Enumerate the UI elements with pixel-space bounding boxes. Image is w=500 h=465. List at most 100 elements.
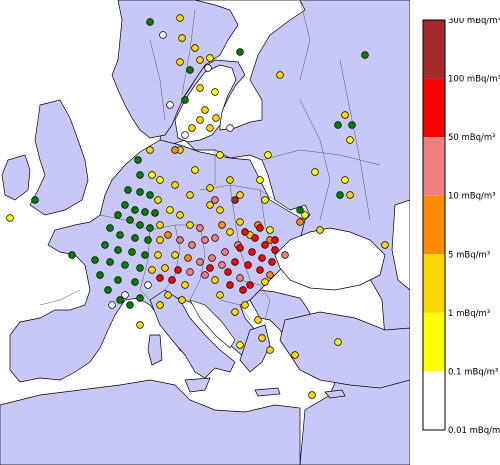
station-marker (181, 96, 189, 104)
station-marker (184, 254, 192, 262)
station-marker (161, 264, 169, 272)
station-marker (174, 266, 182, 274)
station-marker (281, 251, 289, 259)
station-marker (212, 114, 220, 122)
caspian-sea (391, 199, 410, 291)
legend-box (423, 20, 445, 79)
station-marker (106, 224, 114, 232)
station-marker (201, 236, 209, 244)
station-marker (186, 66, 194, 74)
station-marker (251, 234, 259, 242)
station-marker (206, 201, 214, 209)
station-marker (206, 54, 214, 62)
station-marker (346, 191, 354, 199)
legend-color-boxes (423, 20, 445, 430)
station-marker (176, 14, 184, 22)
station-marker (236, 274, 244, 282)
station-marker (264, 151, 272, 159)
station-marker (136, 188, 144, 196)
station-marker (101, 241, 109, 249)
station-marker (156, 176, 164, 184)
station-marker (341, 176, 349, 184)
land-north-africa (0, 379, 301, 465)
station-marker (108, 301, 116, 309)
station-marker (114, 211, 122, 219)
station-marker (141, 251, 149, 259)
station-marker (96, 271, 104, 279)
legend-label: 100 mBq/m³ (448, 75, 500, 85)
station-marker (211, 276, 219, 284)
land-crete (254, 387, 281, 397)
station-marker (144, 236, 152, 244)
station-marker (156, 274, 164, 282)
station-marker (241, 301, 249, 309)
station-marker (164, 231, 172, 239)
station-marker (218, 261, 226, 269)
station-marker (231, 258, 239, 266)
station-marker (226, 176, 234, 184)
station-marker (196, 116, 204, 124)
station-marker (124, 186, 132, 194)
station-marker (114, 246, 122, 254)
station-marker (181, 281, 189, 289)
station-marker (381, 241, 389, 249)
station-marker (116, 231, 124, 239)
station-marker (191, 44, 199, 52)
land-cyprus (324, 389, 346, 399)
station-marker (136, 171, 144, 179)
station-marker (6, 214, 14, 222)
station-marker (256, 176, 264, 184)
station-marker (244, 261, 252, 269)
station-marker (126, 216, 134, 224)
station-marker (171, 146, 179, 154)
station-marker (121, 261, 129, 269)
legend-box (423, 371, 445, 430)
station-marker (188, 124, 196, 132)
station-marker (201, 106, 209, 114)
station-marker (308, 391, 316, 399)
station-marker (301, 211, 309, 219)
station-marker (121, 291, 129, 299)
station-marker (296, 218, 304, 226)
legend-label: 1 mBq/m³ (448, 309, 490, 319)
station-marker (239, 286, 247, 294)
land-turkey (279, 311, 410, 389)
station-marker (121, 201, 129, 209)
station-marker (266, 346, 274, 354)
station-marker (271, 246, 279, 254)
station-marker (178, 296, 186, 304)
station-marker (334, 338, 342, 346)
station-marker (166, 101, 174, 109)
station-marker (296, 206, 304, 214)
station-marker (266, 271, 274, 279)
station-marker (236, 244, 244, 252)
station-marker (236, 218, 244, 226)
station-marker (106, 258, 114, 266)
station-marker (114, 276, 122, 284)
station-marker (104, 286, 112, 294)
station-marker (168, 276, 176, 284)
station-marker (226, 124, 234, 132)
station-marker (271, 236, 279, 244)
legend-box (423, 195, 445, 255)
station-marker (236, 191, 244, 199)
station-marker (176, 58, 184, 66)
station-marker (148, 266, 156, 274)
land-ireland (1, 154, 31, 201)
legend-label: 0.1 mBq/m³ (448, 367, 498, 377)
station-marker (148, 171, 156, 179)
station-marker (166, 206, 174, 214)
station-marker (136, 321, 144, 329)
station-marker (206, 184, 214, 192)
station-marker (311, 168, 319, 176)
legend-box (423, 78, 445, 138)
land-scandinavia (111, 0, 239, 139)
baltic-sea (174, 64, 237, 143)
black-sea (274, 227, 386, 291)
station-marker (258, 334, 266, 342)
station-marker (206, 264, 214, 272)
station-marker (31, 196, 39, 204)
europe-map (0, 0, 410, 465)
land-sardinia (147, 334, 163, 366)
station-marker (236, 48, 244, 56)
